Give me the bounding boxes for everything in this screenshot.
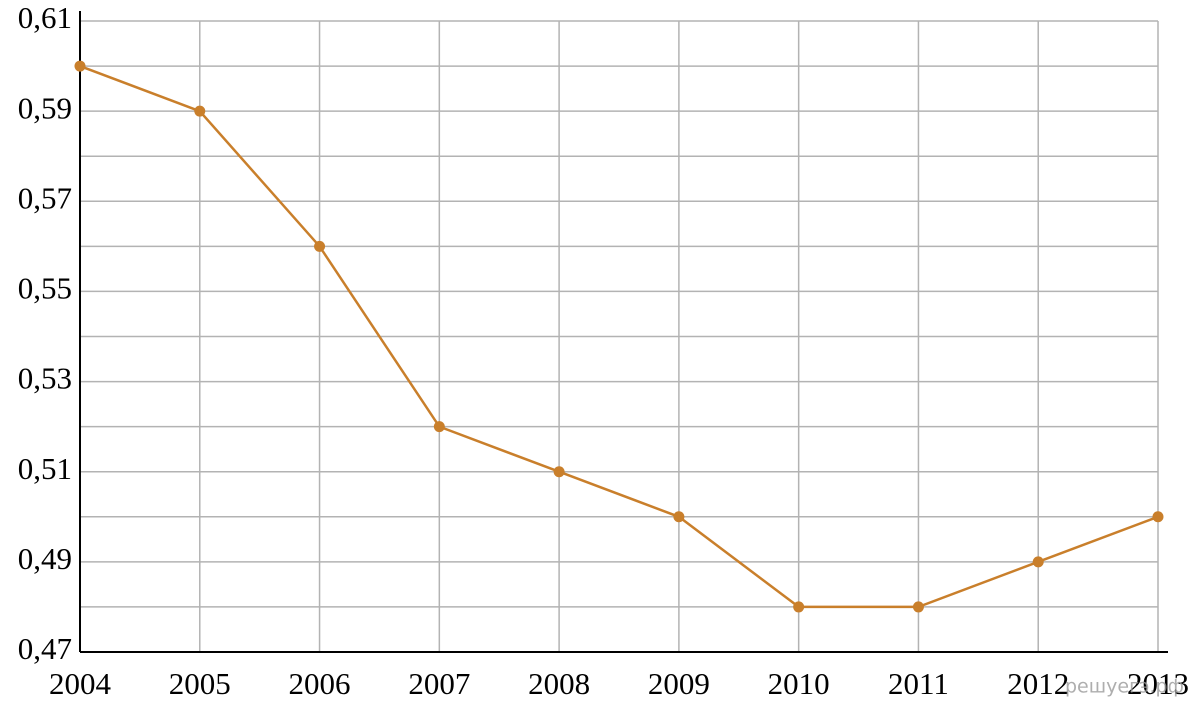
data-point [793,601,805,613]
x-tick-label: 2009 [648,666,710,701]
y-tick-label: 0,57 [18,180,72,215]
y-tick-label: 0,55 [18,271,72,306]
x-tick-label: 2010 [768,666,830,701]
data-point [74,60,86,72]
data-point [673,511,685,523]
watermark: решуегэ.рф [1065,676,1184,698]
x-tick-label: 2013 [1127,666,1189,701]
y-tick-label: 0,51 [18,451,72,486]
x-tick-label: 2006 [289,666,351,701]
y-tick-label: 0,53 [18,361,72,396]
y-tick-label: 0,47 [18,631,72,666]
data-point [1152,511,1164,523]
data-line [79,64,1159,609]
x-tick-label: 2004 [49,666,112,701]
data-point [912,601,924,613]
y-tick-label: 0,49 [18,541,72,576]
x-tick-label: 2007 [408,666,470,701]
data-point [1032,556,1044,568]
x-tick-label: 2005 [169,666,231,701]
y-tick-label: 0,61 [18,0,72,35]
x-tick-label: 2011 [888,666,949,701]
x-tick-label: 2008 [528,666,590,701]
data-point [553,466,565,478]
data-point [433,421,445,433]
data-point [314,240,326,252]
y-tick-label: 0,59 [18,90,72,125]
x-tick-label: 2012 [1007,666,1069,701]
data-point [194,105,206,117]
